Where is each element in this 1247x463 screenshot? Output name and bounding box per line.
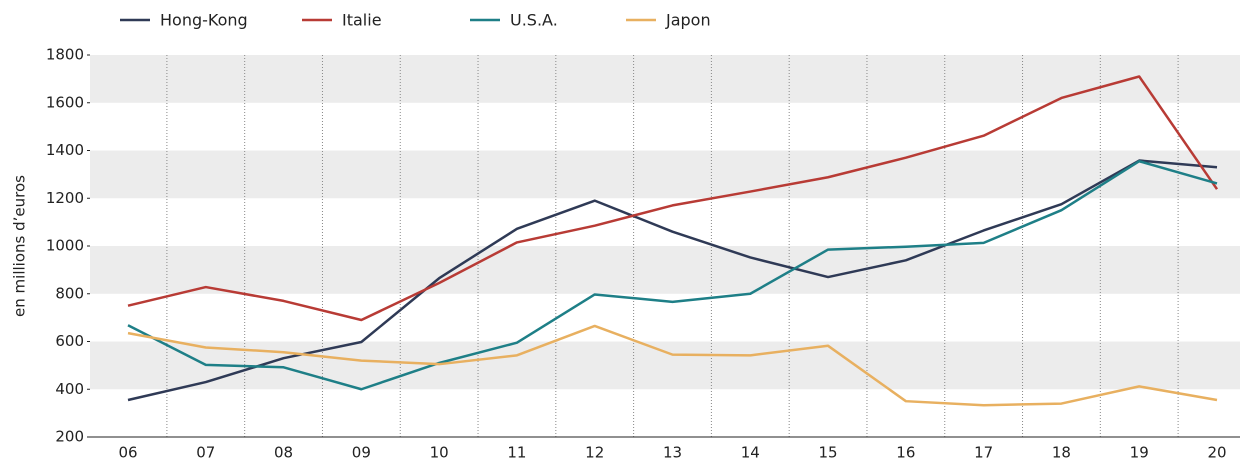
y-tick-label: 1400: [46, 141, 84, 159]
grid-band: [90, 341, 1240, 390]
legend-label: Italie: [342, 11, 382, 30]
series-line: [127, 324, 1218, 407]
x-tick-label: 15: [819, 444, 838, 462]
x-tick-label: 20: [1207, 444, 1226, 462]
legend-label: Hong-Kong: [160, 11, 248, 30]
x-tick-label: 06: [118, 444, 137, 462]
y-axis-label: en millions d’euros: [11, 175, 29, 317]
y-tick-label: 1200: [46, 189, 84, 207]
grid-band: [90, 150, 1240, 199]
y-tick-label: 1000: [46, 237, 84, 255]
x-tick-label: 09: [352, 444, 371, 462]
legend-label: U.S.A.: [510, 11, 558, 30]
grid-band: [90, 55, 1240, 103]
x-tick-label: 10: [430, 444, 449, 462]
series-line: [127, 159, 1218, 402]
legend: Hong-Kong Italie U.S.A. Japon: [120, 11, 711, 30]
x-tick-label: 18: [1052, 444, 1071, 462]
y-tick-label: 1800: [46, 46, 84, 64]
x-tick-label: 08: [274, 444, 293, 462]
x-tick-label: 12: [585, 444, 604, 462]
series-line: [127, 75, 1219, 322]
y-tick-label: 800: [55, 284, 84, 302]
series-line: [127, 159, 1218, 391]
legend-label: Japon: [665, 11, 711, 30]
y-tick-label: 400: [55, 380, 84, 398]
x-tick-label: 13: [663, 444, 682, 462]
y-tick-label: 200: [55, 428, 84, 446]
x-tick-label: 19: [1130, 444, 1149, 462]
x-tick-label: 17: [974, 444, 993, 462]
x-tick-label: 07: [196, 444, 215, 462]
x-tick-label: 14: [741, 444, 760, 462]
x-tick-label: 16: [896, 444, 915, 462]
x-tick-label: 11: [507, 444, 526, 462]
y-tick-label: 600: [55, 332, 84, 350]
grid-band: [90, 246, 1240, 294]
y-tick-label: 1600: [46, 93, 84, 111]
